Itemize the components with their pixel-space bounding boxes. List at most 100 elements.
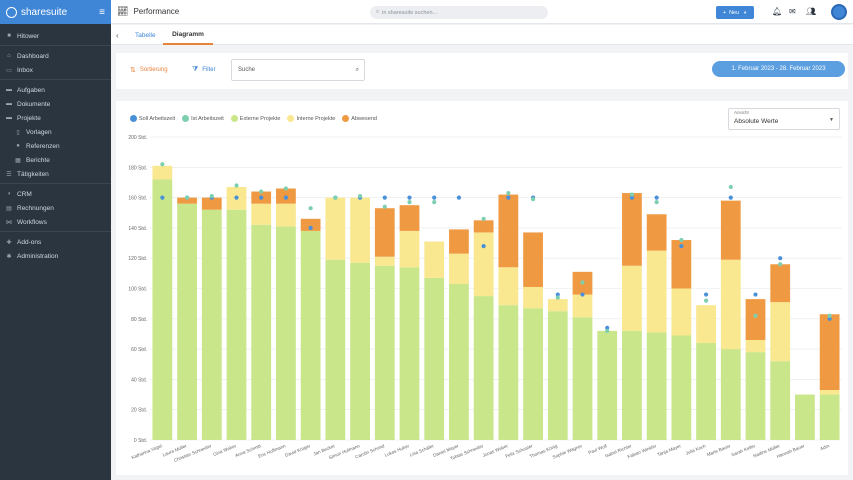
- legend-item[interactable]: Soll Arbeitszeit: [130, 115, 175, 122]
- ist-point: [605, 328, 610, 334]
- bar-segment: [671, 335, 692, 440]
- tab-diagramm[interactable]: Diagramm: [163, 25, 213, 45]
- bar-segment: [152, 165, 173, 180]
- grid-icon: ▦: [15, 157, 21, 164]
- sidebar-item-rechnungen[interactable]: ▤ Rechnungen: [0, 201, 111, 215]
- new-button-label: Neu: [729, 9, 740, 16]
- x-tick-label: Marie Bauer: [706, 443, 732, 457]
- inbox-icon: ▭: [6, 67, 12, 74]
- soll-point: [259, 195, 264, 200]
- soll-point: [432, 195, 437, 200]
- bar-segment: [399, 205, 420, 231]
- bar-segment: [177, 197, 197, 204]
- bar-segment: [325, 197, 346, 260]
- legend-item[interactable]: Externe Projekte: [230, 115, 281, 122]
- bar-segment: [572, 294, 593, 318]
- bar-segment: [770, 361, 791, 440]
- ist-point: [184, 195, 190, 200]
- soll-point: [629, 195, 635, 200]
- sidebar-item-label: Add-ons: [17, 238, 42, 246]
- bar-segment: [449, 283, 469, 440]
- ist-point: [728, 184, 733, 190]
- sidebar-item-berichte[interactable]: ▦ Berichte: [0, 153, 111, 167]
- mail-icon[interactable]: ✉: [789, 7, 796, 16]
- ist-point: [629, 192, 635, 197]
- bar-segment: [671, 240, 692, 289]
- sidebar-item-label: Referenzen: [26, 142, 60, 150]
- back-chevron-icon[interactable]: ‹: [116, 30, 119, 40]
- sort-button[interactable]: ⇅ Sortierung: [130, 66, 168, 74]
- bar-segment: [374, 256, 395, 266]
- legend-dot-icon: [182, 115, 190, 122]
- bar-segment: [523, 286, 543, 309]
- ist-point: [333, 195, 338, 200]
- global-search-input[interactable]: ⌕ in sharesuite suchen...: [370, 6, 548, 19]
- users-icon[interactable]: 👥︎: [806, 7, 817, 16]
- soll-point: [605, 325, 610, 330]
- soll-point: [580, 292, 585, 297]
- legend-item[interactable]: Abwesend: [342, 115, 377, 122]
- menu-toggle-icon[interactable]: ≡: [99, 6, 105, 18]
- chat-icon: ◖: [7, 191, 11, 197]
- global-search-placeholder: in sharesuite suchen...: [382, 9, 438, 16]
- sidebar-item-inbox[interactable]: ▭ Inbox: [0, 63, 111, 77]
- avatar[interactable]: [831, 4, 847, 20]
- sidebar-item-vorlagen[interactable]: ▯ Vorlagen: [0, 125, 111, 139]
- ist-point: [506, 190, 511, 196]
- home-icon: ⌂: [7, 53, 11, 59]
- tab-bar: ‹ Tabelle Diagramm: [111, 25, 853, 45]
- legend-label: Abwesend: [351, 115, 377, 122]
- chevron-down-icon: ▼: [829, 117, 834, 123]
- sidebar-item-projekte[interactable]: ▬ Projekte: [0, 111, 111, 125]
- bar-segment: [646, 214, 667, 251]
- bar-segment: [745, 299, 766, 341]
- date-range-button[interactable]: 1. Februar 2023 - 28. Februar 2023: [712, 61, 845, 77]
- top-bar: 📈︎ Performance ⌕ in sharesuite suchen...…: [111, 0, 853, 24]
- y-tick-label: 120 Std.: [128, 256, 147, 262]
- sidebar-item-workflows[interactable]: ⋈ Workflows: [0, 215, 111, 229]
- ist-point: [827, 313, 832, 318]
- sidebar-item-administration[interactable]: ✱ Administration: [0, 249, 111, 263]
- bar-segment: [770, 302, 791, 362]
- legend-dot-icon: [287, 115, 295, 122]
- x-tick-label: Katharina Vogel: [131, 443, 163, 460]
- bar-segment: [152, 179, 173, 441]
- sidebar-item-taetigkeiten[interactable]: ☰ Tätigkeiten: [0, 167, 111, 181]
- filter-label: Filter: [202, 67, 216, 73]
- sidebar-item-label: Workflows: [17, 218, 47, 226]
- sidebar-item-referenzen[interactable]: ● Referenzen: [0, 139, 111, 153]
- sidebar-item-dokumente[interactable]: ▬ Dokumente: [0, 97, 111, 111]
- sidebar-item-hitower[interactable]: ■ Hitower: [0, 29, 111, 43]
- tab-tabelle[interactable]: Tabelle: [135, 31, 156, 39]
- bar-segment: [795, 394, 815, 440]
- bar-segment: [276, 203, 296, 227]
- sidebar-item-aufgaben[interactable]: ▬ Aufgaben: [0, 83, 111, 97]
- soll-point: [555, 292, 560, 297]
- bar-segment: [498, 194, 519, 268]
- sidebar-item-crm[interactable]: ◖ CRM: [0, 187, 111, 201]
- soll-point: [382, 195, 387, 200]
- sidebar-item-addons[interactable]: ✚ Add-ons: [0, 235, 111, 249]
- sidebar-item-dashboard[interactable]: ⌂ Dashboard: [0, 49, 111, 63]
- y-tick-label: 180 Std.: [128, 165, 147, 171]
- filter-button[interactable]: ⧩ Filter: [192, 66, 216, 74]
- ist-point: [407, 200, 412, 205]
- search-input[interactable]: Suche ⌕: [231, 59, 365, 81]
- legend-item[interactable]: Interne Projekte: [287, 115, 335, 122]
- sidebar-item-label: CRM: [17, 190, 32, 198]
- legend-item[interactable]: Ist Arbeitszeit: [182, 115, 224, 122]
- x-tick-label: Lisa Schäfer: [409, 443, 435, 457]
- new-button[interactable]: + Neu ▼: [716, 6, 754, 19]
- bar-segment: [449, 253, 469, 284]
- bell-icon[interactable]: 🔔︎: [772, 7, 783, 16]
- view-select[interactable]: Ansicht Absolute Werte ▼: [728, 108, 840, 130]
- y-tick-label: 200 Std.: [128, 135, 147, 141]
- user-plus-icon: ●: [16, 143, 20, 149]
- bar-segment: [622, 330, 642, 440]
- legend-label: Externe Projekte: [239, 115, 281, 122]
- sidebar-item-label: Tätigkeiten: [17, 170, 49, 178]
- ist-point: [703, 298, 709, 303]
- sidebar-item-label: Berichte: [26, 156, 50, 164]
- ist-point: [654, 200, 659, 205]
- bar-segment: [819, 314, 840, 391]
